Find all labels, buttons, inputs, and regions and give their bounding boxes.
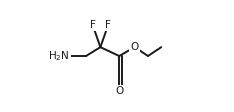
Text: F: F (105, 20, 111, 30)
Text: F: F (90, 20, 96, 30)
Text: O: O (115, 86, 123, 96)
Text: H$_2$N: H$_2$N (48, 49, 69, 63)
Text: O: O (131, 42, 139, 52)
